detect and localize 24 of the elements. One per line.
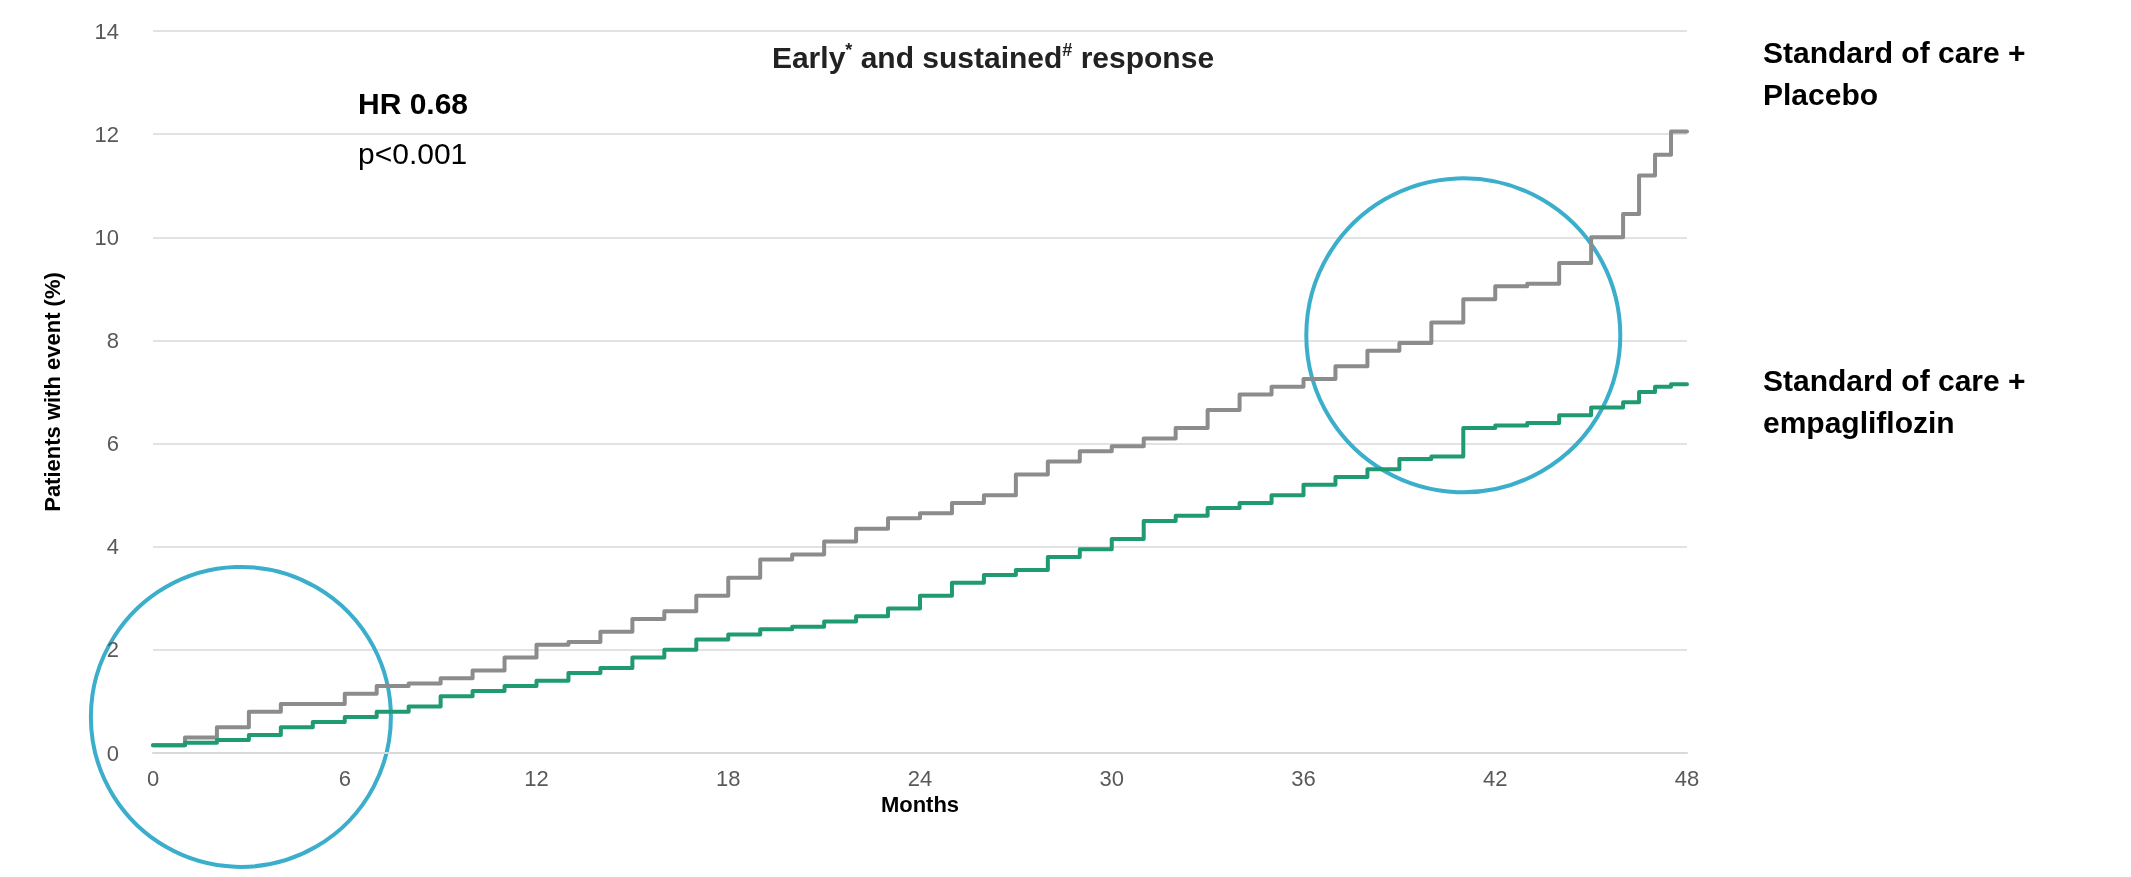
y-tick-label: 0 (106, 740, 119, 766)
y-tick-label: 8 (106, 327, 119, 353)
x-tick-label: 30 (1099, 765, 1124, 791)
y-tick-label: 12 (94, 121, 119, 147)
annotation: HR 0.68 (358, 86, 469, 120)
annotation: p<0.001 (358, 136, 468, 170)
y-tick-label: 10 (94, 224, 119, 250)
y-tick-label: 4 (106, 534, 119, 560)
text: Standard of care + Placebo (1763, 36, 2026, 112)
x-axis-title: Months (880, 792, 960, 818)
chart-title: Early* and sustained# response (771, 40, 1215, 74)
x-tick-label: 48 (1674, 765, 1700, 791)
x-tick-label: 24 (907, 765, 933, 791)
y-tick-label: 14 (94, 18, 119, 44)
y-axis-title: Patients with event (%) (39, 272, 65, 512)
x-tick-label: 6 (338, 765, 351, 791)
x-tick-label: 36 (1291, 765, 1316, 791)
text: Standard of care + empagliflozin (1763, 363, 2026, 439)
x-tick-label: 0 (146, 765, 160, 791)
x-tick-label: 42 (1483, 765, 1508, 791)
y-tick-label: 6 (106, 431, 119, 457)
y-tick-label: 2 (106, 637, 119, 663)
x-tick-label: 18 (716, 765, 741, 791)
x-tick-label: 12 (524, 765, 549, 791)
